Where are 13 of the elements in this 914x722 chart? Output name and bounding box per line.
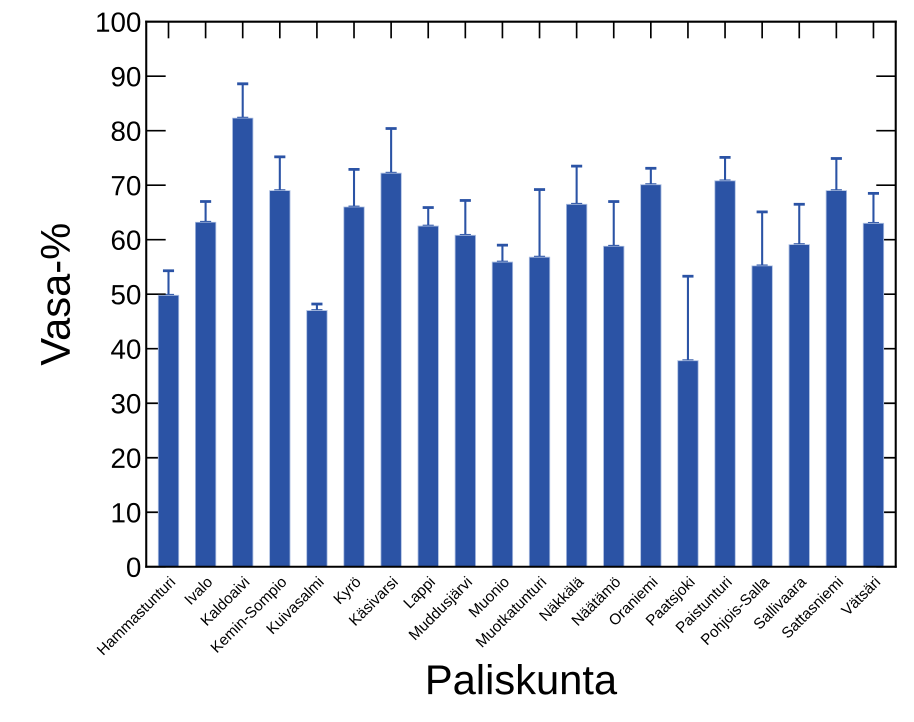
y-tick-label: 30 [112,394,140,414]
y-axis-title: Vasa-% [40,224,70,366]
x-axis-title: Paliskunta [428,664,618,695]
y-tick-label: 90 [112,66,140,87]
y-tick-label: 40 [111,339,140,360]
y-tick-label: 0 [127,557,140,578]
y-tick-label: 50 [112,284,140,305]
y-tick-label: 70 [112,176,140,196]
y-tick-label: 60 [112,230,140,250]
y-tick-label: 100 [97,12,140,32]
y-tick-label: 10 [112,502,140,523]
y-tick-label: 20 [112,448,140,468]
y-tick-label: 80 [112,121,140,142]
